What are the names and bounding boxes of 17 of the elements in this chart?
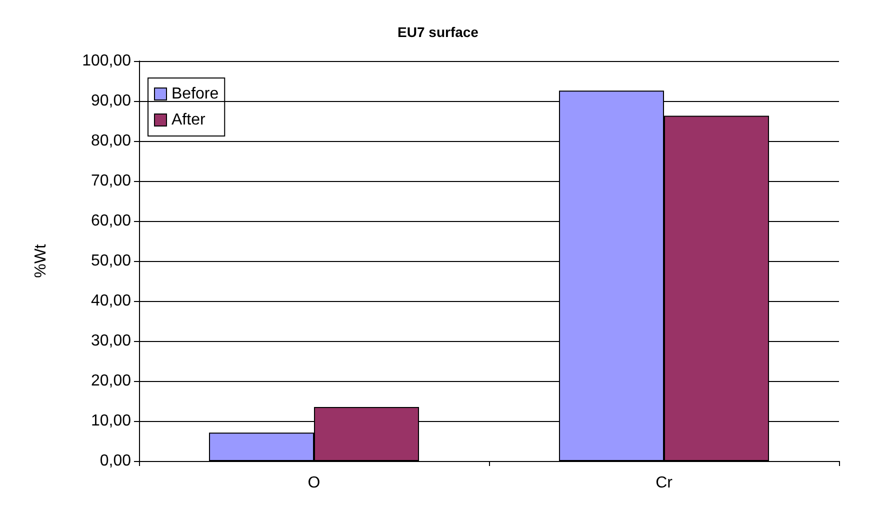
y-tick-label: 50,00	[90, 252, 132, 270]
y-tick-label: 60,00	[90, 212, 132, 230]
legend-label: After	[172, 112, 206, 128]
y-tick-label: 20,00	[90, 372, 132, 390]
y-tick-label: 30,00	[90, 332, 132, 350]
y-tick-label: 10,00	[90, 412, 132, 430]
y-tick-label: 40,00	[90, 292, 132, 310]
y-tick-label: 70,00	[90, 172, 132, 190]
y-tick-label: 0,00	[100, 452, 132, 470]
x-tick-label: O	[308, 474, 320, 492]
y-tick-label: 90,00	[90, 92, 132, 110]
x-tick-label: Cr	[656, 474, 674, 492]
y-tick-label: 100,00	[82, 52, 132, 70]
legend-label: Before	[172, 86, 219, 102]
chart-title: EU7 surface	[398, 24, 479, 40]
y-tick-label: 80,00	[90, 132, 132, 150]
y-axis-title: %Wt	[32, 244, 50, 278]
